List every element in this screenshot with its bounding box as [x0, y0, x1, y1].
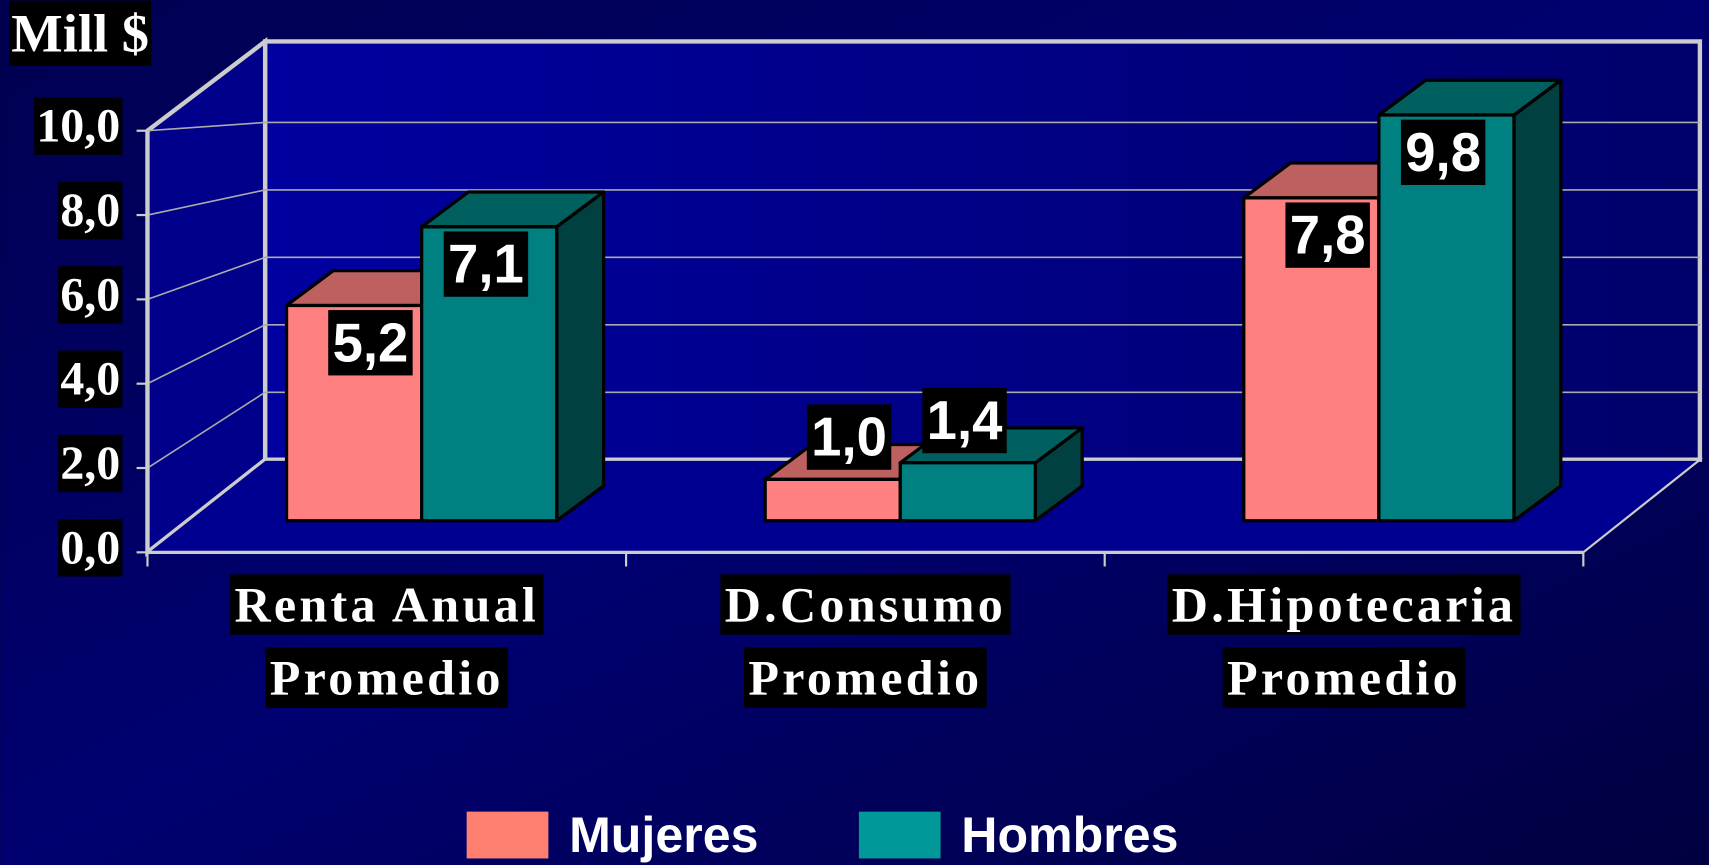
label-group: 4,0 [58, 350, 123, 408]
label-group: Promedio [1222, 647, 1466, 708]
label-group: Mill $ [9, 0, 152, 66]
label-group: Promedio [265, 647, 509, 708]
label-group: 8,0 [58, 181, 123, 240]
x-tick-label: Renta Anual [234, 577, 539, 633]
label-box [922, 387, 1007, 454]
bar-side [1512, 78, 1563, 523]
label-group: 9,8 [1400, 119, 1486, 186]
label-group: 7,8 [1285, 202, 1370, 268]
grid-line [147, 189, 266, 216]
y-tick-label: 6,0 [60, 268, 120, 321]
value-label: 9,8 [1405, 122, 1481, 183]
label-box [744, 647, 987, 708]
label-box [328, 310, 413, 376]
label-box [265, 647, 509, 708]
label-box [1222, 647, 1466, 708]
bar [763, 477, 902, 523]
label-group: 5,2 [328, 310, 413, 376]
x-tick-label: Promedio [1227, 650, 1461, 706]
label-group: 1,0 [806, 404, 892, 470]
grid-line [147, 324, 266, 385]
label-box [9, 0, 152, 66]
label-box [1285, 202, 1370, 268]
label-box [806, 404, 892, 470]
grid-line [147, 121, 266, 132]
label-group: 6,0 [58, 266, 123, 324]
label-box [58, 350, 123, 408]
label-group: Renta Anual [230, 574, 544, 635]
label-box [230, 574, 544, 635]
x-tick-label: Promedio [270, 650, 504, 706]
bar-side [555, 190, 606, 523]
label-box [720, 574, 1011, 635]
y-axis-label: Mill $ [11, 3, 149, 64]
y-tick-label: 8,0 [60, 184, 120, 237]
value-label: 7,8 [1290, 205, 1366, 266]
label-box [58, 519, 123, 577]
label-group: 2,0 [58, 434, 123, 493]
bar [898, 461, 1037, 523]
label-box [58, 434, 123, 493]
label-box [58, 181, 123, 240]
legend-label: Mujeres [569, 807, 758, 863]
plot: Mill $ 0,0 2,0 4,0 6,0 8,0 10,0 Renta Anual Prom… [9, 0, 1700, 863]
y-tick-label: 4,0 [60, 353, 120, 406]
x-tick-label: Promedio [748, 650, 982, 706]
value-label: 7,1 [448, 234, 524, 295]
value-label: 5,2 [333, 312, 409, 373]
label-group: 1,4 [922, 387, 1007, 454]
value-label: 1,4 [927, 390, 1003, 451]
legend-label: Hombres [961, 807, 1178, 863]
legend-swatch [858, 811, 941, 859]
label-group: 0,0 [58, 519, 123, 577]
label-box [443, 231, 529, 297]
x-tick-label: D.Hipotecaria [1172, 577, 1516, 633]
grid-line [147, 256, 266, 301]
y-tick-label: 10,0 [36, 100, 120, 153]
label-group: Promedio [744, 647, 987, 708]
grid-line [147, 391, 266, 469]
label-box [34, 97, 123, 155]
label-box [1167, 574, 1521, 635]
label-group: D.Consumo [720, 574, 1011, 635]
label-group: D.Hipotecaria [1167, 574, 1521, 635]
legend-swatch [466, 811, 549, 859]
y-tick-label: 0,0 [60, 521, 120, 574]
label-group: 10,0 [34, 97, 123, 155]
value-label: 1,0 [811, 407, 887, 468]
label-box [58, 266, 123, 324]
label-box [1400, 119, 1486, 186]
label-group: 7,1 [443, 231, 529, 297]
x-tick-label: D.Consumo [725, 577, 1006, 633]
y-tick-label: 2,0 [60, 437, 120, 490]
